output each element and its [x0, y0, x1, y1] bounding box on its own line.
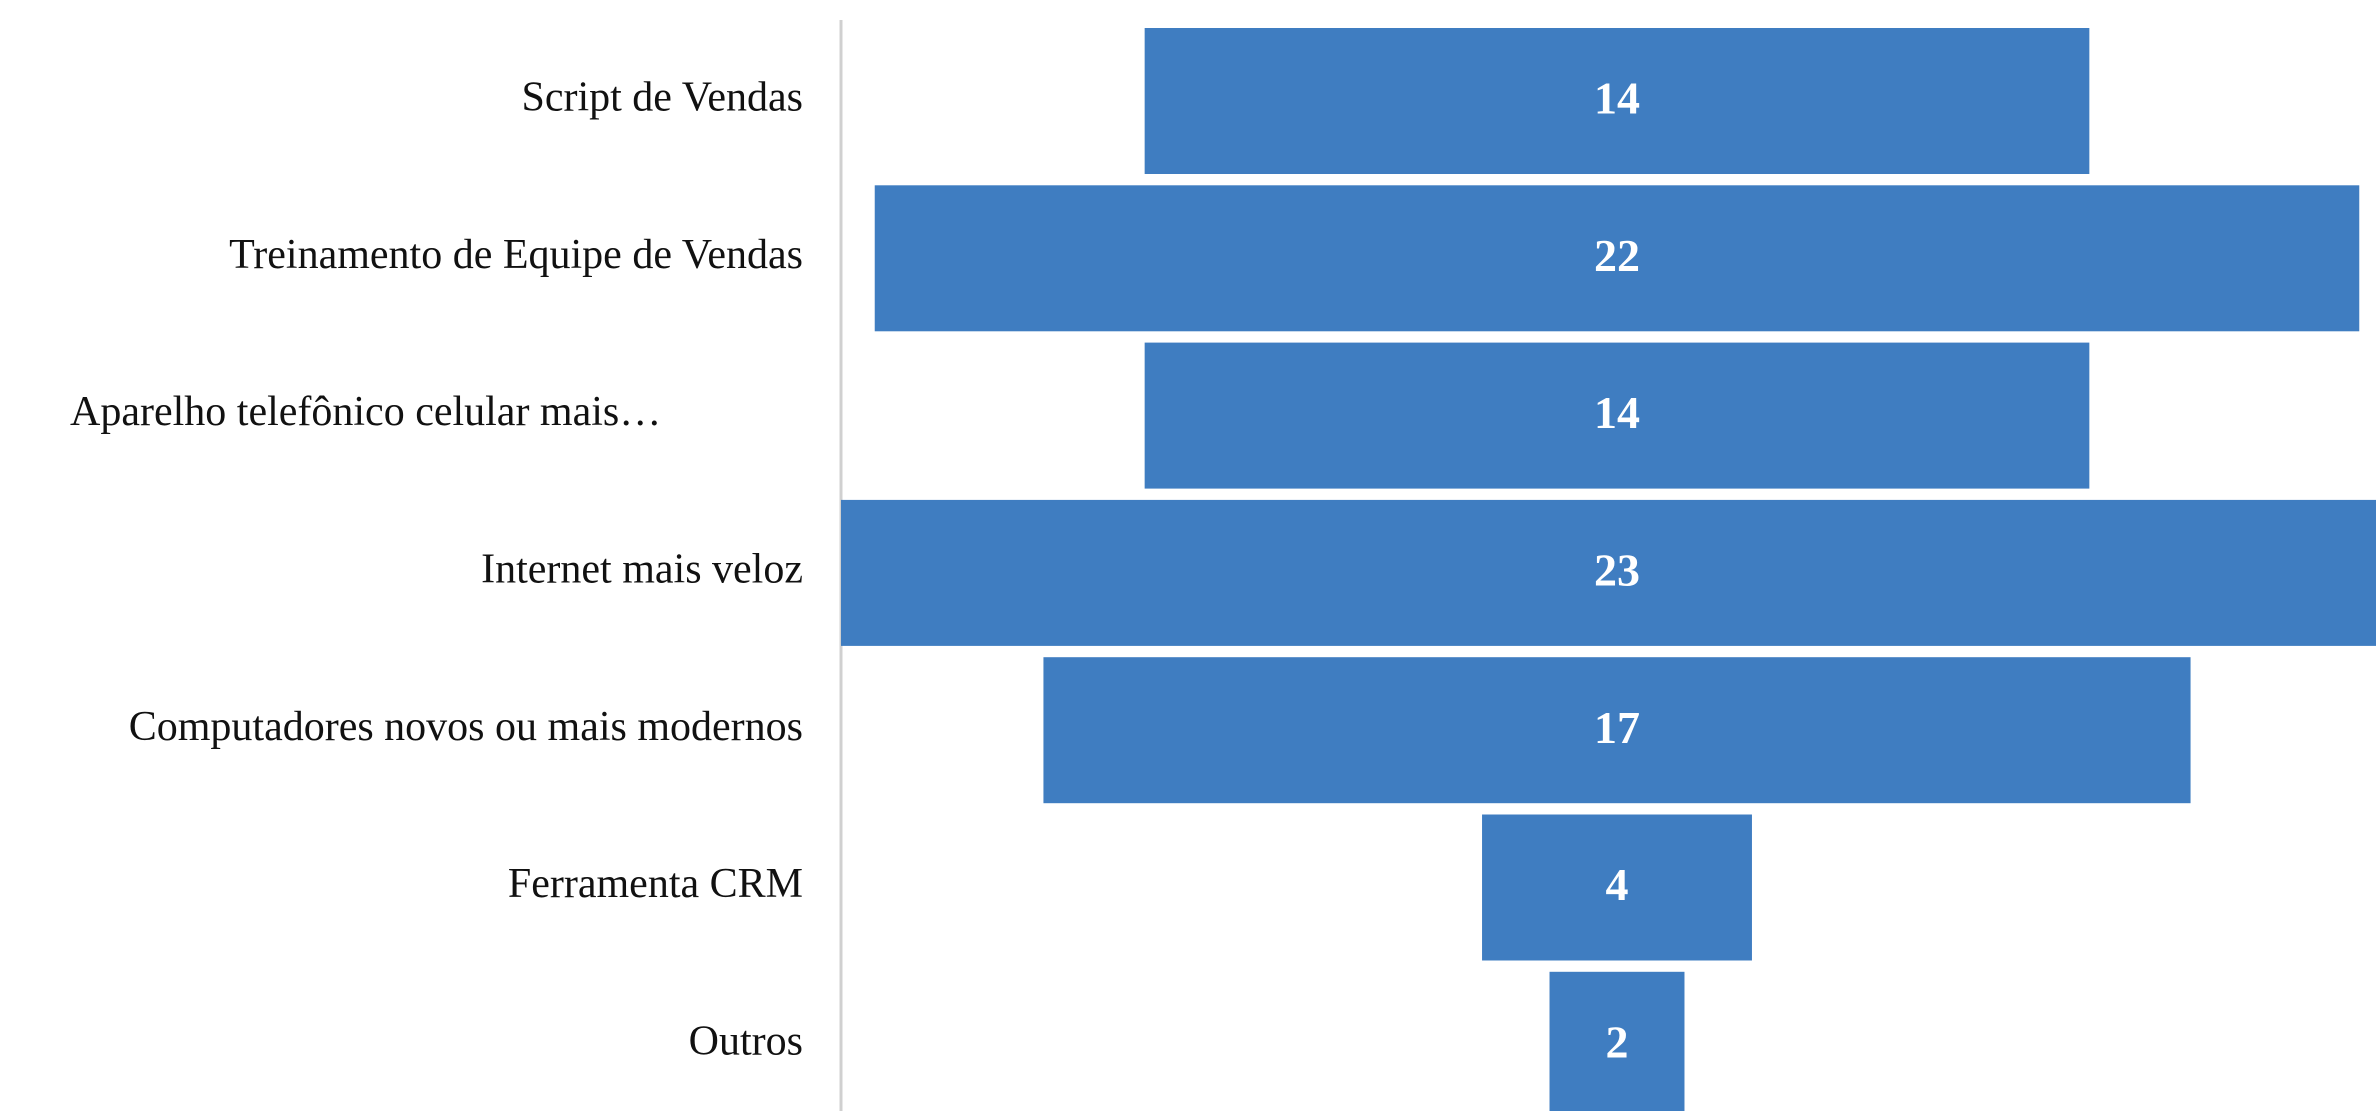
value-label: 22	[1594, 230, 1640, 281]
value-label: 4	[1606, 859, 1629, 910]
funnel-bar	[1482, 814, 1752, 961]
category-label: Internet mais veloz	[481, 547, 803, 593]
funnel-bar	[1144, 342, 2090, 489]
category-label: Script de Vendas	[521, 75, 803, 121]
category-label: Aparelho telefônico celular mais…	[70, 389, 661, 435]
category-label: Ferramenta CRM	[508, 861, 803, 907]
category-label: Treinamento de Equipe de Vendas	[229, 232, 803, 278]
value-label: 14	[1594, 73, 1640, 124]
category-label: Computadores novos ou mais modernos	[129, 704, 803, 750]
value-label: 2	[1606, 1016, 1629, 1067]
funnel-bar	[1549, 971, 1685, 1111]
category-label: Outros	[689, 1018, 803, 1064]
funnel-bar	[1144, 28, 2090, 174]
funnel-bar	[874, 185, 2360, 332]
funnel-bar	[1043, 657, 2191, 804]
value-label: 23	[1594, 544, 1640, 595]
value-label: 17	[1594, 702, 1640, 753]
funnel-bar	[841, 499, 2376, 646]
value-label: 14	[1594, 387, 1640, 438]
